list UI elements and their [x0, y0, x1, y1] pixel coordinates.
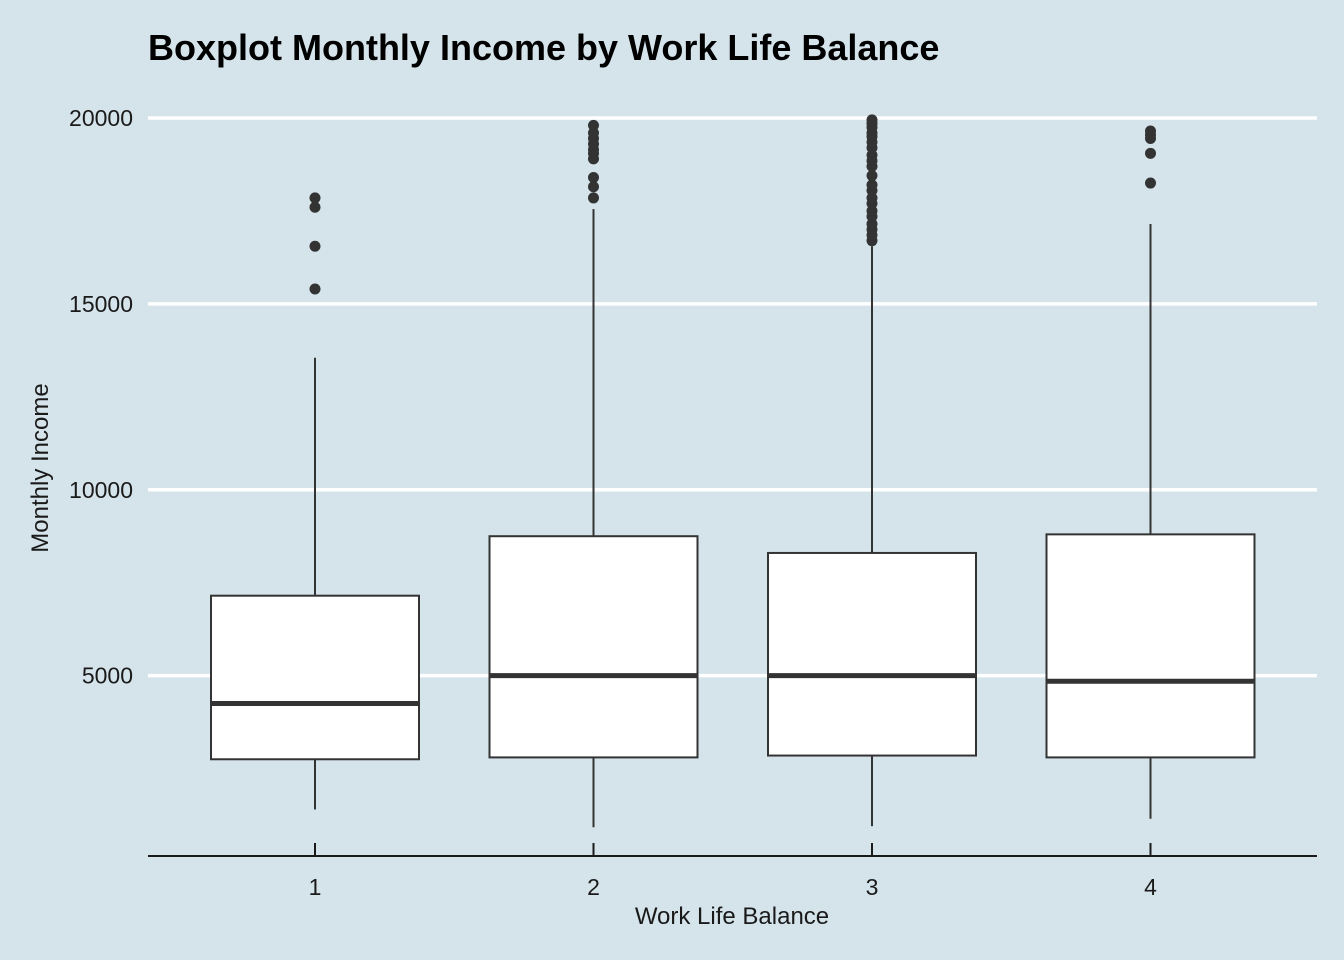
outlier-point-3-9 [866, 179, 878, 191]
box-3 [767, 551, 977, 757]
chart-title: Boxplot Monthly Income by Work Life Bala… [148, 27, 939, 68]
outlier-point-1-3 [309, 192, 321, 204]
y-tick-label-20000: 20000 [69, 105, 133, 131]
outlier-point-1-0 [309, 283, 321, 295]
x-tick-label-4: 4 [1144, 874, 1157, 900]
box-1 [210, 594, 420, 761]
outlier-point-4-4 [1145, 125, 1156, 137]
box-group-4 [1045, 125, 1256, 819]
y-tick-label-15000: 15000 [69, 291, 133, 317]
x-axis-label: Work Life Balance [635, 903, 829, 930]
box-group-3 [767, 114, 977, 827]
outlier-point-3-10 [866, 170, 878, 182]
boxes [210, 114, 1256, 828]
outlier-point-2-2 [588, 171, 599, 183]
outlier-point-1-2 [309, 201, 321, 213]
outlier-point-2-1 [588, 181, 599, 193]
y-tick-label-10000: 10000 [69, 477, 133, 503]
x-tick-label-3: 3 [866, 874, 879, 900]
box-group-2 [488, 119, 699, 828]
outlier-point-4-0 [1145, 177, 1156, 189]
box-2 [488, 535, 699, 759]
outlier-point-2-0 [588, 192, 599, 204]
outlier-point-3-20 [866, 114, 878, 126]
x-tick-label-1: 1 [309, 874, 322, 900]
y-tick-label-5000: 5000 [82, 663, 133, 689]
outlier-point-4-1 [1145, 147, 1156, 159]
x-ticks: 1 2 3 4 [309, 843, 1157, 900]
box-4 [1045, 533, 1256, 759]
y-tick-labels: 5000 10000 15000 20000 [69, 105, 133, 689]
outlier-point-2-9 [588, 119, 599, 131]
y-axis-label: Monthly Income [27, 383, 54, 552]
outlier-point-1-1 [309, 240, 321, 252]
x-tick-label-2: 2 [587, 874, 600, 900]
box-group-1 [210, 192, 420, 810]
